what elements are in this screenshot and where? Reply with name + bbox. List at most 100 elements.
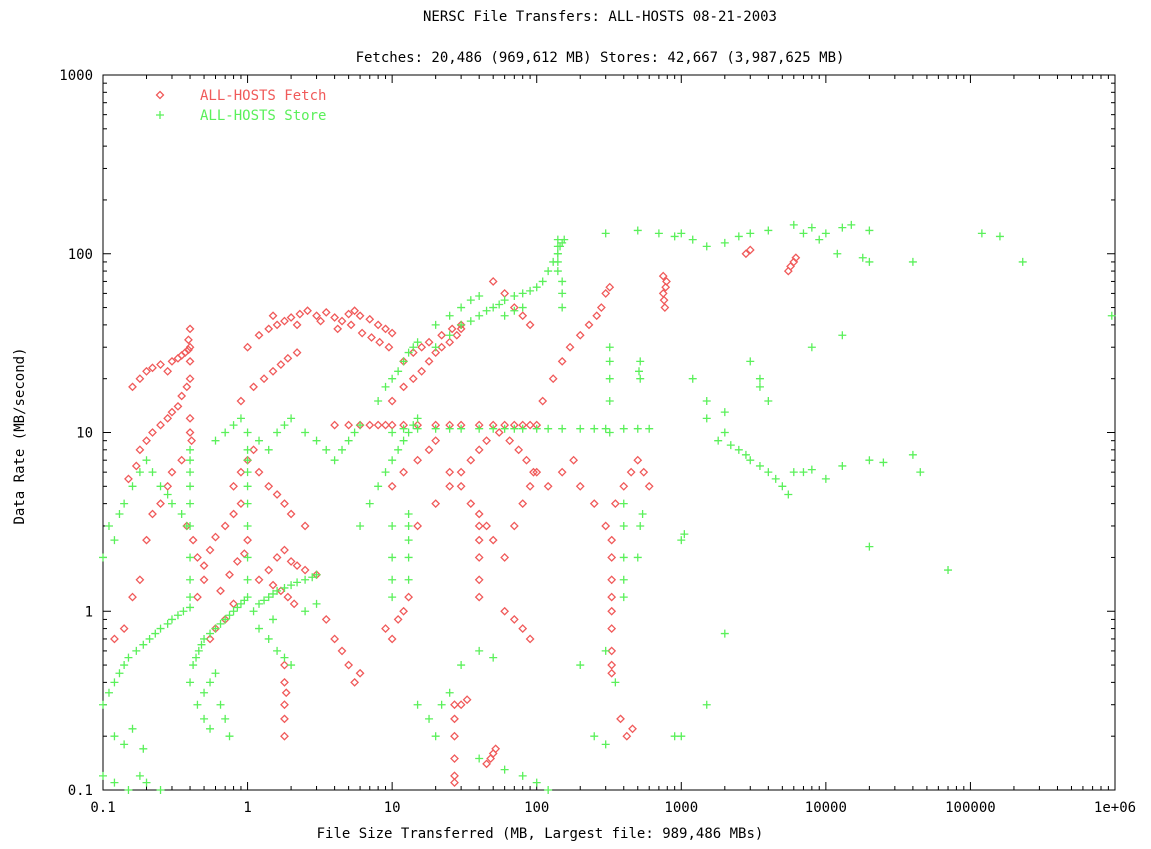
fetch-point bbox=[658, 271, 668, 281]
store-point bbox=[186, 603, 195, 612]
store-point bbox=[670, 732, 679, 741]
store-point bbox=[500, 765, 509, 774]
fetch-point bbox=[437, 330, 447, 340]
fetch-point bbox=[193, 553, 202, 562]
fetch-point bbox=[268, 366, 278, 376]
store-point bbox=[720, 238, 729, 247]
fetch-point bbox=[445, 467, 455, 477]
store-point bbox=[518, 771, 527, 780]
store-point bbox=[995, 232, 1004, 241]
fetch-point bbox=[184, 335, 193, 345]
store-point bbox=[301, 575, 310, 584]
fetch-point bbox=[289, 599, 299, 609]
store-point bbox=[865, 456, 874, 465]
fetch-point bbox=[548, 374, 558, 384]
fetch-point bbox=[128, 382, 137, 392]
y-axis-label: Data Rate (MB/second) bbox=[12, 347, 28, 524]
store-point bbox=[635, 367, 644, 376]
fetch-point bbox=[417, 366, 427, 376]
store-point bbox=[186, 553, 195, 562]
store-point bbox=[601, 740, 610, 749]
fetch-point bbox=[355, 668, 365, 678]
fetch-point bbox=[607, 624, 617, 633]
store-point bbox=[544, 786, 553, 794]
store-point bbox=[601, 646, 610, 655]
store-point bbox=[156, 786, 165, 794]
store-point bbox=[677, 229, 686, 238]
fetch-point bbox=[205, 634, 215, 644]
fetch-point bbox=[283, 353, 293, 363]
fetch-point bbox=[280, 677, 289, 687]
store-point bbox=[601, 424, 610, 433]
store-point bbox=[194, 646, 203, 655]
store-point bbox=[225, 732, 234, 741]
fetch-point bbox=[128, 592, 137, 602]
store-point bbox=[755, 461, 764, 470]
fetch-point bbox=[344, 420, 354, 430]
fetch-point bbox=[280, 545, 289, 555]
store-point bbox=[475, 424, 484, 433]
fetch-point bbox=[355, 311, 365, 321]
fetch-point bbox=[482, 521, 491, 531]
fetch-point bbox=[525, 420, 535, 430]
store-point bbox=[605, 343, 614, 352]
fetch-point bbox=[791, 253, 801, 263]
store-point bbox=[553, 267, 562, 276]
fetch-point bbox=[333, 324, 343, 334]
store-point bbox=[457, 303, 466, 312]
store-point bbox=[236, 599, 245, 608]
fetch-point bbox=[482, 436, 491, 446]
store-point bbox=[142, 778, 151, 787]
store-point bbox=[404, 553, 413, 562]
fetch-point bbox=[456, 700, 466, 710]
x-tick-label: 1000 bbox=[664, 800, 698, 816]
store-point bbox=[489, 653, 498, 662]
store-point bbox=[619, 499, 628, 508]
store-point bbox=[526, 286, 535, 295]
store-point bbox=[388, 456, 397, 465]
store-point bbox=[778, 482, 787, 491]
fetch-point bbox=[280, 499, 289, 509]
fetch-point bbox=[644, 481, 654, 491]
store-point bbox=[636, 357, 645, 366]
store-point bbox=[186, 499, 195, 508]
store-point bbox=[413, 424, 422, 433]
fetch-point bbox=[522, 455, 531, 465]
store-point bbox=[764, 226, 773, 235]
store-point bbox=[216, 700, 225, 709]
fetch-point bbox=[408, 348, 418, 357]
fetch-point bbox=[639, 467, 649, 477]
store-point bbox=[404, 348, 413, 357]
fetch-point bbox=[259, 374, 269, 384]
store-point bbox=[344, 436, 353, 445]
x-tick-label: 100 bbox=[524, 800, 549, 816]
store-point bbox=[489, 303, 498, 312]
store-series bbox=[99, 220, 1116, 794]
fetch-point bbox=[373, 420, 383, 430]
store-point bbox=[789, 220, 798, 229]
fetch-point bbox=[243, 342, 252, 352]
store-point bbox=[553, 235, 562, 244]
store-point bbox=[287, 414, 296, 423]
fetch-point bbox=[185, 324, 195, 334]
store-point bbox=[255, 436, 264, 445]
fetch-point bbox=[142, 366, 151, 376]
store-point bbox=[702, 414, 711, 423]
store-point bbox=[110, 678, 119, 687]
y-tick-label: 100 bbox=[68, 247, 93, 263]
fetch-point bbox=[283, 592, 293, 602]
fetch-point bbox=[741, 249, 751, 259]
fetch-point bbox=[387, 634, 397, 644]
store-point bbox=[495, 300, 504, 309]
store-point bbox=[821, 474, 830, 483]
store-point bbox=[807, 223, 816, 232]
store-point bbox=[197, 640, 206, 649]
store-point bbox=[677, 536, 686, 545]
fetch-point bbox=[607, 606, 617, 616]
store-point bbox=[167, 499, 176, 508]
fetch-point bbox=[286, 313, 296, 322]
fetch-point bbox=[601, 521, 611, 531]
store-point bbox=[611, 678, 620, 687]
fetch-point bbox=[399, 467, 409, 477]
